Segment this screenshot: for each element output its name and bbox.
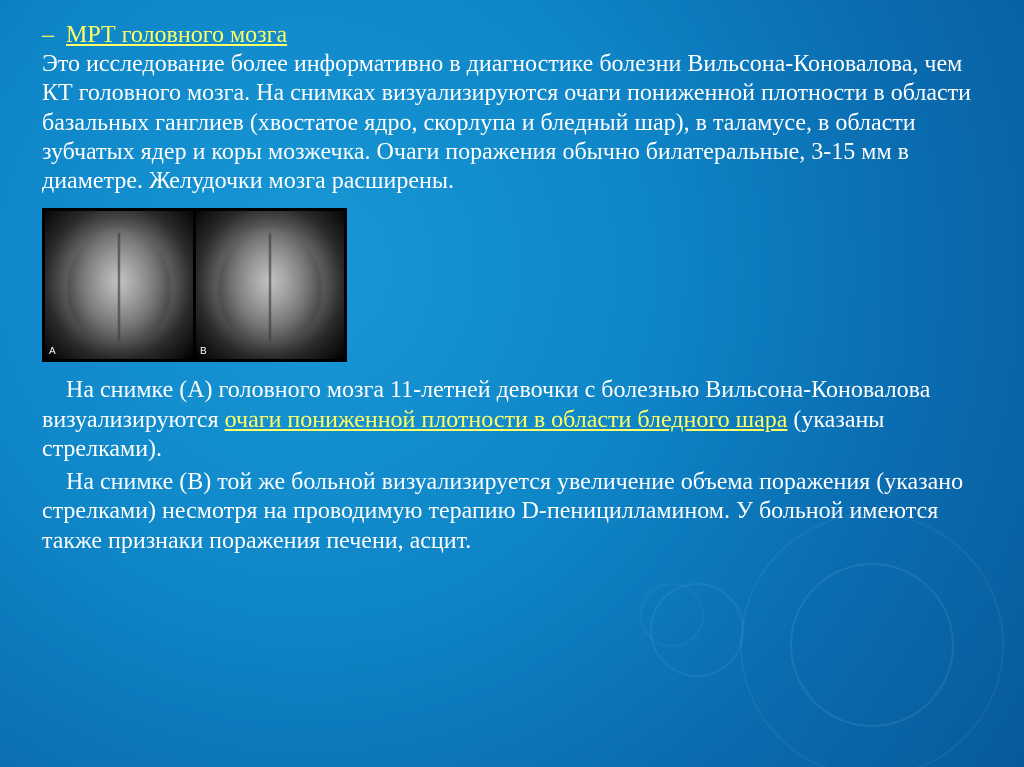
- paragraph-2: На снимке (А) головного мозга 11-летней …: [42, 376, 982, 464]
- scan-label-a: A: [49, 346, 56, 357]
- slide-content: – МРТ головного мозга Это исследование б…: [0, 0, 1024, 767]
- heading-block: – МРТ головного мозга: [42, 20, 982, 50]
- p2-highlight: очаги пониженной плотности в области бле…: [225, 407, 788, 433]
- brain-scan-b: B: [196, 211, 344, 359]
- scan-label-b: B: [200, 346, 207, 357]
- paragraph-1: Это исследование более информативно в ди…: [42, 50, 982, 196]
- slide-heading: МРТ головного мозга: [66, 22, 287, 48]
- paragraph-3: На снимке (В) той же больной визуализиру…: [42, 468, 982, 556]
- brain-scan-a: A: [45, 211, 193, 359]
- brain-mri-figure: A B: [42, 208, 347, 362]
- heading-dash: –: [42, 22, 60, 48]
